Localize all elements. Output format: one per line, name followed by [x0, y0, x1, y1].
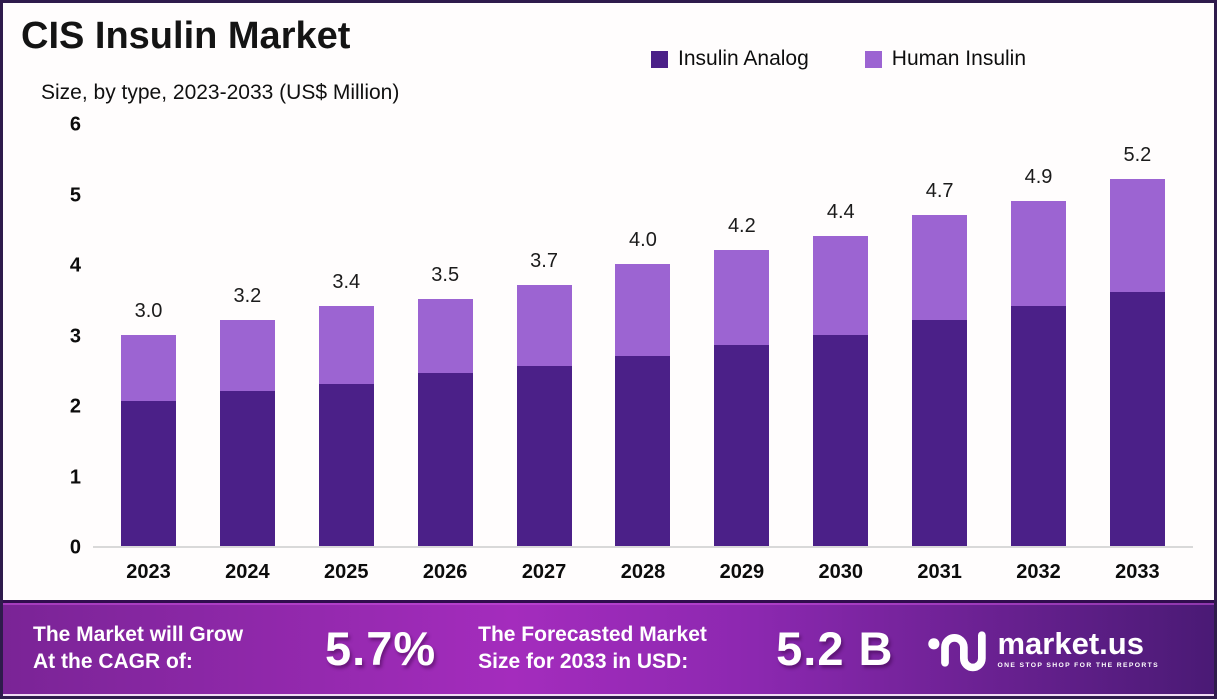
footer-banner: The Market will Grow At the CAGR of: 5.7…: [3, 600, 1214, 696]
bar-segment-insulin-analog: [417, 373, 473, 546]
x-axis-label-2032: 2032: [1016, 561, 1061, 583]
bar-column-2033: 5.2: [1109, 125, 1165, 546]
brand-text: market.us ONE STOP SHOP FOR THE REPORTS: [997, 628, 1159, 669]
x-axis-label-2026: 2026: [422, 561, 468, 583]
forecast-value: 5.2 B: [776, 622, 894, 675]
bar-total-label: 4.9: [1024, 165, 1053, 188]
forecast-label-line1: The Forecasted Market: [478, 622, 707, 646]
bar-segment-human-insulin: [1011, 200, 1067, 307]
y-axis-label: 3: [69, 325, 81, 347]
bar-segment-insulin-analog: [121, 401, 176, 546]
bar-total-label: 3.4: [332, 271, 361, 294]
cagr-label: The Market will Grow At the CAGR of:: [33, 622, 285, 676]
brand-logo: market.us ONE STOP SHOP FOR THE REPORTS: [927, 621, 1159, 677]
plot-area: 0 1 2 3 4 5 6 3.0 3.2 3.4 3.5 3.7 4.0 4.2 4.4 4.7 4.9 5.2: [70, 114, 1193, 559]
cagr-label-line1: The Market will Grow: [33, 622, 244, 646]
bar-column-2031: 4.7: [912, 125, 968, 546]
bar-total-label: 5.2: [1123, 144, 1152, 167]
legend-swatch-human-insulin: [864, 50, 882, 68]
forecast-label-line2: Size for 2033 in USD:: [478, 649, 689, 673]
bar-segment-insulin-analog: [813, 334, 869, 546]
bar-segment-insulin-analog: [1011, 306, 1067, 546]
legend-item-insulin-analog: Insulin Analog: [651, 47, 809, 71]
y-axis-label: 0: [69, 536, 81, 559]
x-axis-label-2028: 2028: [620, 561, 666, 583]
bar-total-label: 4.0: [629, 229, 657, 251]
bar-total-label: 3.5: [431, 264, 460, 287]
bar-column-2030: 4.4: [813, 125, 869, 546]
x-axis-label-2023: 2023: [126, 561, 171, 583]
bar-segment-human-insulin: [813, 235, 869, 335]
bar-column-2026: 3.5: [417, 125, 473, 546]
bar-total-label: 4.2: [727, 214, 756, 237]
brand-name: market.us: [997, 626, 1144, 661]
y-axis-label: 5: [69, 184, 81, 206]
bar-segment-insulin-analog: [912, 320, 968, 546]
bar-segment-human-insulin: [912, 214, 968, 321]
page-subtitle: Size, by type, 2023-2033 (US$ Million): [41, 81, 400, 104]
bar-column-2027: 3.7: [516, 125, 572, 546]
bar-total-label: 3.0: [134, 299, 163, 322]
market-us-logo-icon: [928, 630, 987, 671]
forecast-label: The Forecasted Market Size for 2033 in U…: [478, 622, 776, 676]
x-axis-label-2033: 2033: [1115, 561, 1160, 583]
bar-total-label: 3.7: [530, 250, 558, 273]
bar-segment-human-insulin: [714, 249, 770, 346]
bar-segment-human-insulin: [318, 306, 374, 384]
bar-column-2023: 3.0: [121, 125, 176, 546]
x-axis-label-2029: 2029: [719, 561, 765, 583]
bar-segment-insulin-analog: [1109, 292, 1165, 546]
cagr-label-line2: At the CAGR of:: [33, 649, 193, 673]
bar-column-2032: 4.9: [1011, 125, 1067, 546]
legend-swatch-insulin-analog: [651, 50, 668, 68]
bar-total-label: 3.2: [233, 285, 262, 308]
bar-segment-human-insulin: [1109, 179, 1165, 293]
bar-segment-insulin-analog: [318, 383, 374, 546]
x-axis-labels: 2023 2024 2025 2026 2027 2028 2029 2030 2031 2032…: [93, 561, 1193, 584]
bar-segment-insulin-analog: [714, 345, 770, 546]
chart-legend: Insulin Analog Human Insulin: [651, 47, 1026, 71]
x-axis-label-2025: 2025: [324, 561, 369, 583]
bar-column-2029: 4.2: [714, 125, 770, 546]
x-axis-label-2024: 2024: [225, 561, 270, 583]
bar-segment-insulin-analog: [516, 366, 572, 546]
x-axis-label-2027: 2027: [521, 561, 567, 583]
y-axis-label: 2: [69, 395, 81, 418]
x-axis-label-2030: 2030: [818, 561, 863, 583]
bar-segment-human-insulin: [516, 285, 572, 367]
legend-label: Human Insulin: [891, 47, 1027, 70]
cagr-value: 5.7%: [325, 622, 437, 675]
y-axis-label: 4: [69, 254, 81, 277]
brand-tagline: ONE STOP SHOP FOR THE REPORTS: [997, 662, 1160, 669]
page-title: CIS Insulin Market: [21, 15, 351, 57]
bar-column-2024: 3.2: [219, 125, 275, 546]
bar-segment-insulin-analog: [219, 390, 275, 546]
bar-column-2028: 4.0: [615, 125, 671, 546]
bar-segment-human-insulin: [219, 320, 275, 391]
legend-label: Insulin Analog: [678, 47, 809, 70]
bar-segment-insulin-analog: [615, 355, 671, 546]
y-axis-label: 6: [69, 113, 81, 136]
legend-item-human-insulin: Human Insulin: [864, 47, 1027, 71]
y-axis-label: 1: [69, 466, 81, 488]
bar-segment-human-insulin: [121, 334, 176, 402]
bar-segment-human-insulin: [417, 299, 473, 374]
bar-total-label: 4.7: [925, 179, 954, 202]
x-axis-label-2031: 2031: [917, 561, 962, 583]
bar-total-label: 4.4: [826, 200, 855, 223]
bar-segment-human-insulin: [615, 264, 671, 356]
bar-column-2025: 3.4: [318, 125, 374, 546]
